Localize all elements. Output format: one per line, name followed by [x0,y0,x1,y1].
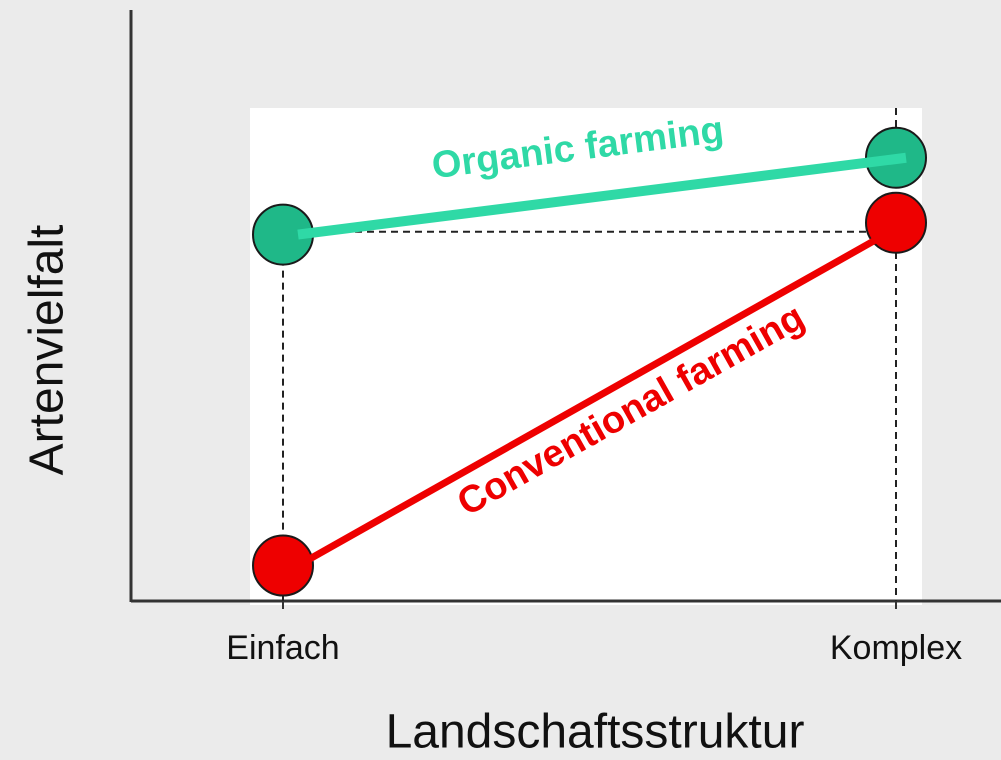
point [252,534,314,597]
plot-panel [250,108,922,605]
series-line [297,152,907,240]
y-axis-label: Artenvielfalt [21,225,74,476]
x-tick-label: Einfach [226,629,339,667]
x-tick-label: Komplex [830,629,962,667]
series-line [296,219,908,569]
x-axis-label: Landschaftsstruktur [386,706,805,759]
